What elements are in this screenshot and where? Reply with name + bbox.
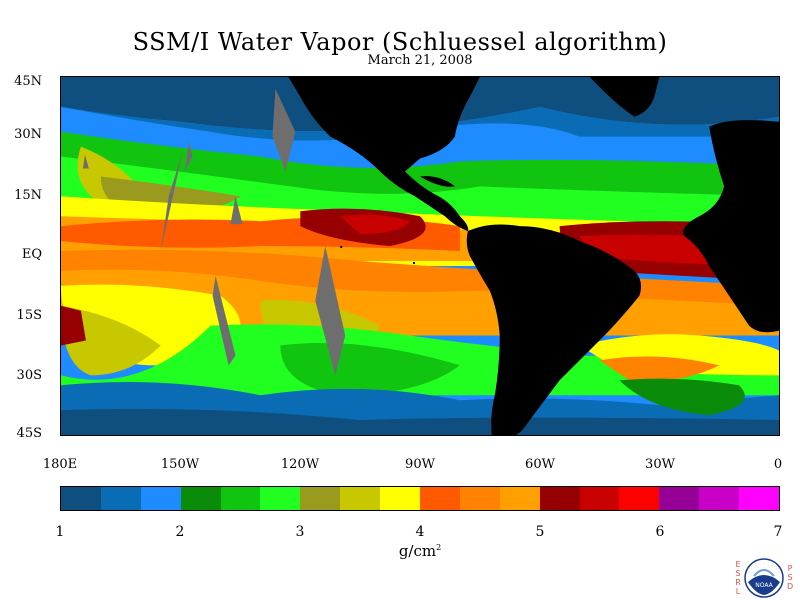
colorbar-swatch-11 [499,487,540,510]
colorbar-label-7: 7 [773,524,783,540]
date-label: March 21, 2008 [367,53,473,68]
logo-letter-p: P [787,564,793,573]
colorbar-swatch-16 [699,487,740,510]
lat-label-45n: 45N [14,74,42,89]
lat-label-30s: 30S [16,368,42,383]
colorbar-swatch-6 [300,487,341,510]
lon-label-120w: 120W [280,457,320,472]
colorbar-swatch-4 [220,487,261,510]
lon-label-150w: 150W [160,457,200,472]
colorbar-swatch-5 [260,487,301,510]
logo-letter-r: R [735,578,741,587]
logo-letter-e: E [735,560,741,569]
unit-text: g/cm [398,542,437,560]
colorbar-swatch-7 [340,487,381,510]
colorbar-swatch-12 [539,487,580,510]
colorbar-label-5: 5 [535,524,545,540]
colorbar-swatch-15 [659,487,700,510]
colorbar-swatch-0 [61,487,101,510]
water-vapor-map [60,76,780,436]
colorbar-swatch-10 [459,487,500,510]
logo-letter-d: D [787,582,794,591]
colorbar-label-3: 3 [295,524,305,540]
lon-label-90w: 90W [405,457,435,472]
noaa-emblem-icon: NOAA [744,558,784,598]
logo-center-text: NOAA [755,582,773,589]
colorbar-swatch-2 [140,487,181,510]
colorbar-swatch-13 [579,487,620,510]
colorbar-label-2: 2 [175,524,185,540]
colorbar [60,486,780,511]
colorbar-swatch-1 [100,487,141,510]
lat-label-45s: 45S [16,426,42,441]
colorbar-swatch-17 [739,487,780,510]
lon-label-30w: 30W [645,457,675,472]
noaa-logo: E S R L NOAA P S D [735,556,795,600]
lon-label-60w: 60W [525,457,555,472]
lat-label-15s: 15S [16,308,42,323]
colorbar-swatch-3 [180,487,221,510]
colorbar-label-4: 4 [415,524,425,540]
lat-label-15n: 15N [14,188,42,203]
lon-label-0: 0 [773,457,783,472]
colorbar-swatch-9 [420,487,460,510]
lat-label-30n: 30N [14,127,42,142]
logo-letter-s: S [735,569,741,578]
colorbar-label-1: 1 [55,524,65,540]
lat-label-eq: EQ [21,247,42,262]
logo-letter-s2: S [787,573,793,582]
colorbar-swatch-8 [380,487,421,510]
unit-superscript: 2 [436,543,442,552]
colorbar-swatch-14 [619,487,660,510]
lon-label-180e: 180E [42,457,78,472]
colorbar-unit: g/cm2 [0,542,800,560]
chart-title: SSM/I Water Vapor (Schluessel algorithm) [132,28,668,56]
colorbar-label-6: 6 [655,524,665,540]
logo-letter-l: L [735,587,741,596]
